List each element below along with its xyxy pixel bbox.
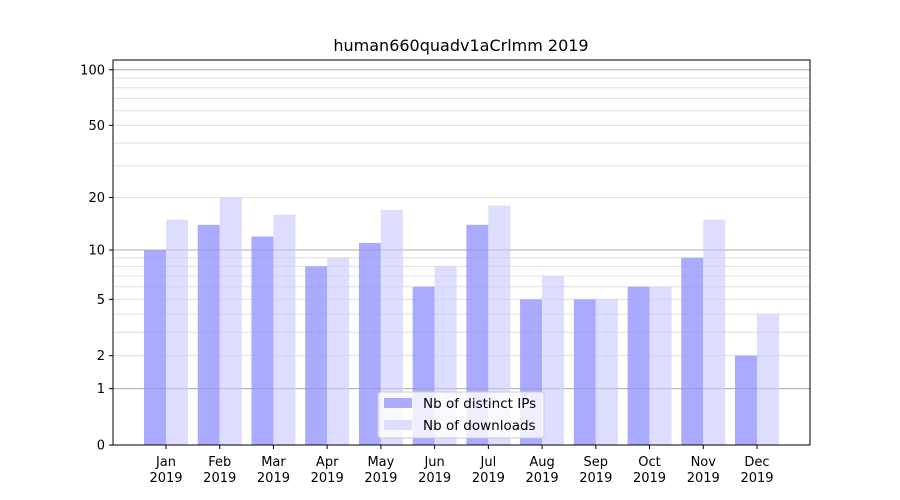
x-tick-label-year: 2019	[203, 471, 236, 486]
bar-downloads-oct	[649, 286, 672, 445]
y-tick-label: 100	[80, 63, 105, 78]
x-tick-label-month: Nov	[691, 455, 717, 470]
bar-distinct-ips-may	[358, 242, 381, 445]
legend-swatch-downloads	[384, 420, 412, 430]
legend-swatch-ips	[384, 398, 412, 408]
x-tick-label-year: 2019	[472, 471, 505, 486]
x-tick-label-month: Aug	[529, 455, 554, 470]
bar-downloads-feb	[219, 197, 242, 445]
bar-distinct-ips-jul	[466, 224, 489, 445]
bar-downloads-jan	[166, 219, 188, 445]
x-tick-label-year: 2019	[257, 471, 290, 486]
x-tick-label-year: 2019	[526, 471, 559, 486]
x-tick-label-month: Oct	[638, 455, 660, 470]
bar-distinct-ips-mar	[251, 236, 274, 445]
bar-distinct-ips-apr	[305, 266, 328, 445]
bars	[113, 69, 810, 445]
y-tick-label: 5	[97, 293, 105, 308]
x-axis: Jan2019Feb2019Mar2019Apr2019May2019Jun20…	[149, 445, 774, 486]
legend-box	[377, 391, 545, 439]
legend-label-ips: Nb of distinct IPs	[423, 396, 536, 412]
y-tick-label: 10	[88, 244, 105, 259]
bar-downloads-dec	[757, 314, 779, 445]
x-tick-label-month: Jun	[423, 455, 444, 470]
bar-distinct-ips-dec	[735, 355, 757, 445]
bar-distinct-ips-feb	[197, 224, 220, 445]
x-tick-label-year: 2019	[740, 471, 773, 486]
x-tick-label-month: May	[367, 455, 394, 470]
x-tick-label-year: 2019	[687, 471, 720, 486]
x-tick-label-year: 2019	[149, 471, 182, 486]
y-tick-label: 2	[97, 349, 105, 364]
x-tick-label-year: 2019	[579, 471, 612, 486]
y-tick-label: 50	[88, 119, 105, 134]
x-tick-label-year: 2019	[633, 471, 666, 486]
legend: Nb of distinct IPs Nb of downloads	[377, 391, 545, 439]
x-tick-label-month: Jan	[155, 455, 176, 470]
y-tick-label: 1	[97, 382, 105, 397]
x-tick-label-month: Apr	[316, 455, 339, 470]
x-tick-label-year: 2019	[311, 471, 344, 486]
bar-downloads-may	[380, 210, 403, 445]
bar-downloads-nov	[703, 219, 726, 445]
bar-downloads-aug	[542, 275, 565, 445]
bar-distinct-ips-sep	[573, 299, 596, 445]
bar-distinct-ips-jan	[144, 250, 166, 445]
x-tick-label-month: Jul	[480, 455, 497, 470]
x-tick-label-year: 2019	[364, 471, 397, 486]
bar-downloads-apr	[327, 257, 350, 445]
legend-label-downloads: Nb of downloads	[423, 418, 536, 434]
chart-title: human660quadv1aCrlmm 2019	[333, 36, 588, 55]
bar-downloads-jul	[488, 205, 511, 445]
plot-frame	[112, 59, 811, 446]
y-tick-label: 0	[97, 439, 105, 454]
x-tick-label-month: Mar	[261, 455, 286, 470]
bar-distinct-ips-nov	[681, 257, 704, 445]
bar-downloads-mar	[273, 214, 296, 445]
bar-downloads-sep	[595, 299, 618, 445]
y-axis: 0 1 2 5 10 20 50 100	[80, 63, 113, 454]
x-tick-label-month: Sep	[584, 455, 609, 470]
x-tick-label-year: 2019	[418, 471, 451, 486]
bar-distinct-ips-oct	[627, 286, 650, 445]
x-tick-label-month: Dec	[744, 455, 769, 470]
y-tick-label: 20	[88, 191, 105, 206]
x-tick-label-month: Feb	[208, 455, 231, 470]
